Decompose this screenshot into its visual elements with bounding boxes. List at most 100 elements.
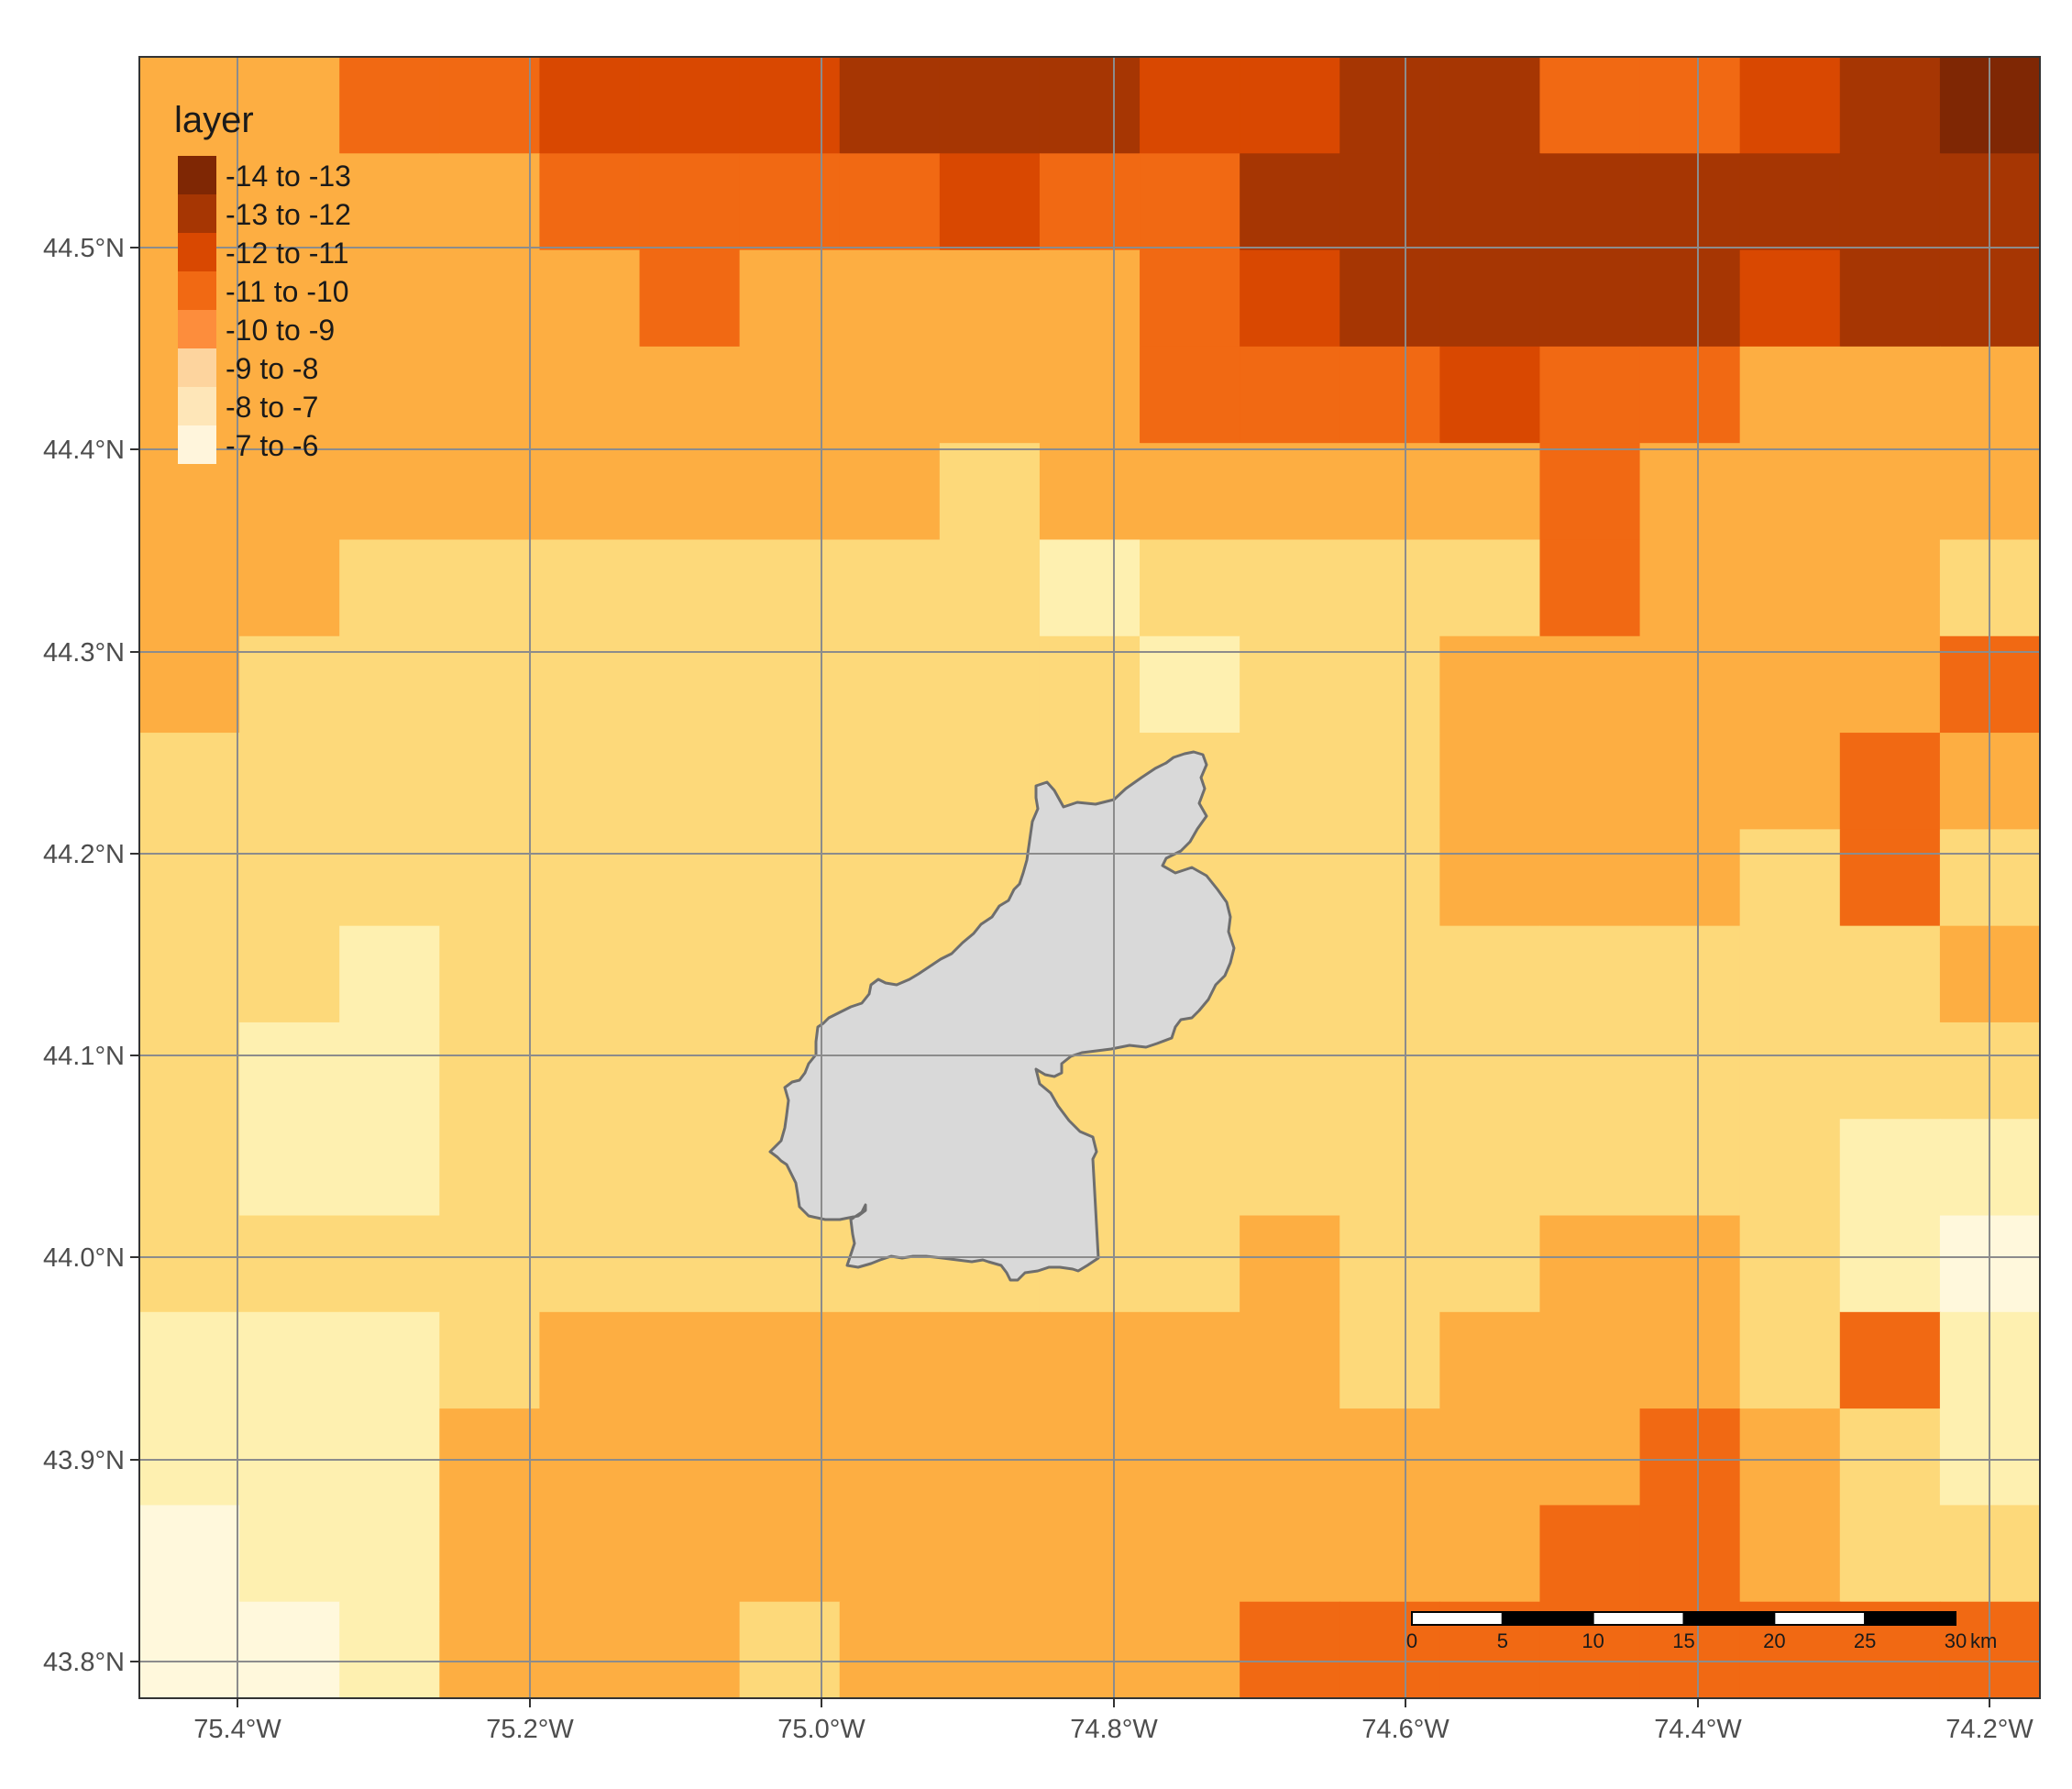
raster-cell [1240, 1505, 1340, 1603]
raster-cell [239, 249, 340, 348]
raster-cell [1439, 925, 1541, 1023]
raster-cell [839, 249, 941, 348]
raster-cell [439, 539, 541, 637]
raster-cell [939, 539, 1041, 637]
raster-cell [939, 1408, 1041, 1507]
raster-cell [1240, 733, 1340, 830]
raster-cell [839, 57, 941, 154]
raster-cell [1639, 635, 1741, 734]
raster-cell [1639, 1408, 1741, 1507]
raster-cell [1140, 57, 1240, 154]
scale-bar-segment [1773, 1611, 1867, 1626]
raster-cell [639, 1408, 741, 1507]
raster-cell [739, 1408, 841, 1507]
raster-cell [239, 829, 340, 927]
raster-cell [1639, 1505, 1741, 1603]
raster-cell [1539, 733, 1641, 830]
raster-cell [339, 1215, 440, 1313]
raster-cell [539, 1601, 641, 1699]
raster-cell [739, 635, 841, 734]
legend-swatch [178, 271, 216, 310]
raster-cell [1839, 346, 1941, 444]
raster-cell [239, 733, 340, 830]
raster-cell [139, 1215, 240, 1313]
raster-cell [439, 733, 541, 830]
raster-cell [239, 153, 340, 251]
raster-cell [839, 829, 941, 927]
raster-cell [139, 539, 240, 637]
raster-cell [939, 249, 1041, 348]
scale-bar-unit: km [1970, 1629, 1997, 1652]
raster-cell [1539, 1408, 1641, 1507]
raster-cell [739, 1311, 841, 1409]
raster-cell [439, 443, 541, 541]
raster-cell [1739, 635, 1841, 734]
raster-cell [639, 1601, 741, 1699]
raster-cell [1439, 1215, 1541, 1313]
raster-cell [1739, 1021, 1841, 1120]
scale-bar-label: 5 [1497, 1629, 1508, 1652]
raster-cell [639, 57, 741, 154]
raster-cell [1739, 1505, 1841, 1603]
raster-cell [339, 57, 440, 154]
raster-cell [1739, 57, 1841, 154]
raster-cell [1240, 1119, 1340, 1217]
raster-cell [239, 1119, 340, 1217]
raster-cell [1339, 153, 1440, 251]
raster-cell [1140, 1215, 1240, 1313]
raster-cell [839, 346, 941, 444]
raster-cell [1039, 153, 1141, 251]
raster-cell [1140, 346, 1240, 444]
raster-cell [1439, 1408, 1541, 1507]
raster-cell [239, 57, 340, 154]
raster-cell [1339, 1215, 1440, 1313]
raster-cell [1639, 1119, 1741, 1217]
raster-cell [1339, 1408, 1440, 1507]
raster-cell [339, 1021, 440, 1120]
raster-cell [139, 635, 240, 734]
raster-cell [1140, 1505, 1240, 1603]
raster-cell [739, 925, 841, 1023]
raster-cell [339, 153, 440, 251]
raster-cell [639, 925, 741, 1023]
raster-cell [1539, 153, 1641, 251]
raster-cell [339, 1119, 440, 1217]
raster-cell [1039, 443, 1141, 541]
longitude-tick-labels: 75.4°W 75.2°W 75.0°W 74.8°W 74.6°W 74.4°W 74.2… [193, 1698, 2033, 1744]
raster-cell [1639, 1215, 1741, 1313]
raster-cell [1739, 1311, 1841, 1409]
raster-cell [639, 1215, 741, 1313]
legend-label: -11 to -10 [226, 275, 349, 308]
raster-cell [1339, 539, 1440, 637]
raster-cell [1839, 829, 1941, 927]
legend-swatch [178, 348, 216, 387]
raster-cell [1639, 539, 1741, 637]
raster-cell [539, 733, 641, 830]
raster-cell [539, 249, 641, 348]
raster-cell [639, 249, 741, 348]
raster-cell [239, 539, 340, 637]
scale-bar-label: 10 [1582, 1629, 1604, 1652]
raster-cell [1839, 443, 1941, 541]
raster-cell [739, 346, 841, 444]
raster-cell [1039, 539, 1141, 637]
raster-cell [239, 1601, 340, 1699]
raster-cell [1439, 249, 1541, 348]
raster-cell [1240, 1408, 1340, 1507]
raster-cell [1539, 539, 1641, 637]
raster-cell [439, 249, 541, 348]
raster-cell [1140, 1408, 1240, 1507]
raster-cell [1439, 153, 1541, 251]
raster-cell [1739, 733, 1841, 830]
raster-cell [239, 1021, 340, 1120]
raster-cell [1039, 346, 1141, 444]
raster-cell [539, 1119, 641, 1217]
raster-cell [139, 925, 240, 1023]
raster-cell [339, 1601, 440, 1699]
raster-cell [1739, 153, 1841, 251]
longitude-tick-label: 75.0°W [777, 1715, 865, 1744]
raster-cell [1339, 1505, 1440, 1603]
raster-cell [1839, 1505, 1941, 1603]
raster-cell [1839, 1311, 1941, 1409]
raster-cell [139, 733, 240, 830]
